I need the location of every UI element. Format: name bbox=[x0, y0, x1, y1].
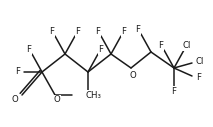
Text: F: F bbox=[26, 45, 32, 54]
Text: F: F bbox=[15, 67, 20, 76]
Text: F: F bbox=[85, 91, 91, 99]
Text: F: F bbox=[98, 45, 104, 54]
Text: F: F bbox=[196, 74, 201, 83]
Text: F: F bbox=[121, 28, 127, 36]
Text: F: F bbox=[171, 86, 177, 96]
Text: Cl: Cl bbox=[183, 42, 191, 51]
Text: CH₃: CH₃ bbox=[86, 91, 102, 99]
Text: F: F bbox=[75, 28, 81, 36]
Text: O: O bbox=[54, 96, 60, 105]
Text: F: F bbox=[49, 28, 55, 36]
Text: F: F bbox=[95, 28, 101, 36]
Text: F: F bbox=[158, 42, 164, 51]
Text: Cl: Cl bbox=[196, 57, 204, 66]
Text: O: O bbox=[11, 96, 18, 105]
Text: F: F bbox=[135, 26, 141, 35]
Text: O: O bbox=[130, 72, 136, 81]
